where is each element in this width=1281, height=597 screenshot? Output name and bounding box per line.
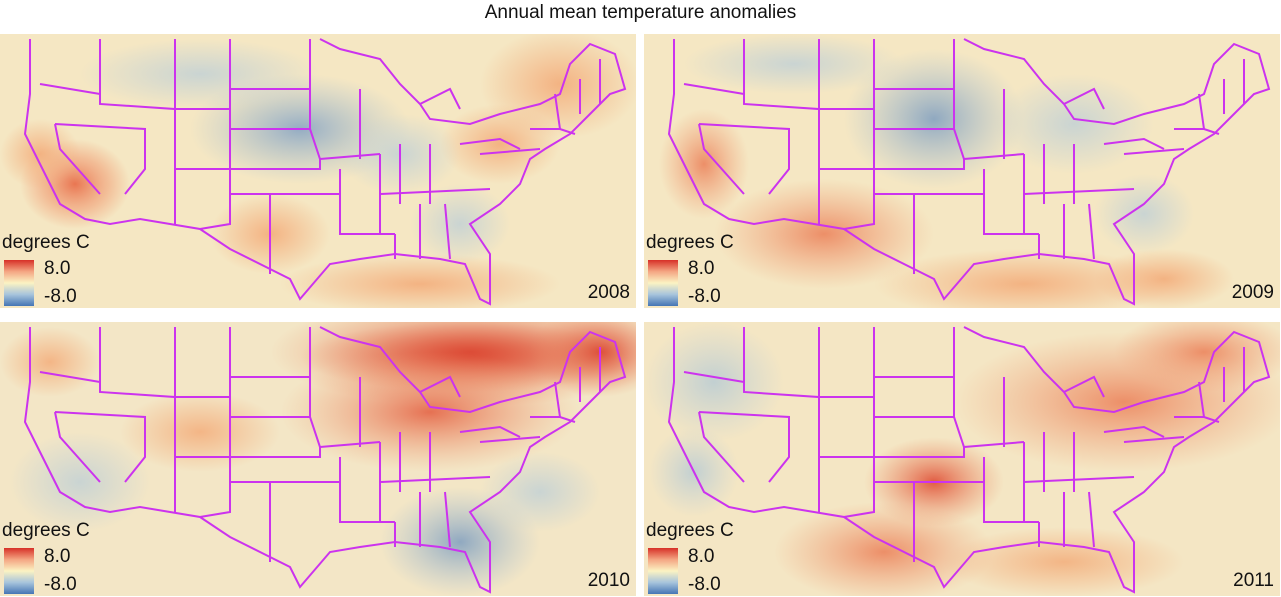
legend-low-label: -8.0	[44, 286, 77, 307]
year-label: 2009	[1231, 282, 1274, 303]
anomaly-map-2011	[644, 322, 1280, 596]
legend: degrees C 8.0 -8.0	[644, 232, 756, 308]
year-label: 2008	[587, 282, 630, 303]
map-panel-2010: degrees C 8.0 -8.0 2010	[0, 322, 636, 596]
legend-low-label: -8.0	[44, 574, 77, 595]
legend: degrees C 8.0 -8.0	[0, 520, 112, 596]
map-panel-2011: degrees C 8.0 -8.0 2011	[644, 322, 1280, 596]
year-label: 2010	[587, 570, 630, 591]
legend-colorbar	[4, 548, 34, 594]
legend-high-label: 8.0	[688, 258, 715, 279]
legend-high-label: 8.0	[44, 546, 71, 567]
legend-colorbar	[648, 548, 678, 594]
legend-low-label: -8.0	[688, 574, 721, 595]
legend: degrees C 8.0 -8.0	[0, 232, 112, 308]
legend-title: degrees C	[2, 232, 90, 253]
legend-title: degrees C	[2, 520, 90, 541]
legend-colorbar	[4, 260, 34, 306]
legend-high-label: 8.0	[44, 258, 71, 279]
legend-colorbar	[648, 260, 678, 306]
figure-title: Annual mean temperature anomalies	[484, 2, 797, 23]
year-label: 2011	[1233, 570, 1274, 591]
anomaly-map-2009	[644, 34, 1280, 308]
legend-low-label: -8.0	[688, 286, 721, 307]
legend-title: degrees C	[646, 520, 734, 541]
anomaly-map-2010	[0, 322, 636, 596]
anomaly-map-2008	[0, 34, 636, 308]
legend: degrees C 8.0 -8.0	[644, 520, 756, 596]
legend-high-label: 8.0	[688, 546, 715, 567]
map-panel-2008: degrees C 8.0 -8.0 2008	[0, 34, 636, 308]
legend-title: degrees C	[646, 232, 734, 253]
map-panel-2009: degrees C 8.0 -8.0 2009	[644, 34, 1280, 308]
